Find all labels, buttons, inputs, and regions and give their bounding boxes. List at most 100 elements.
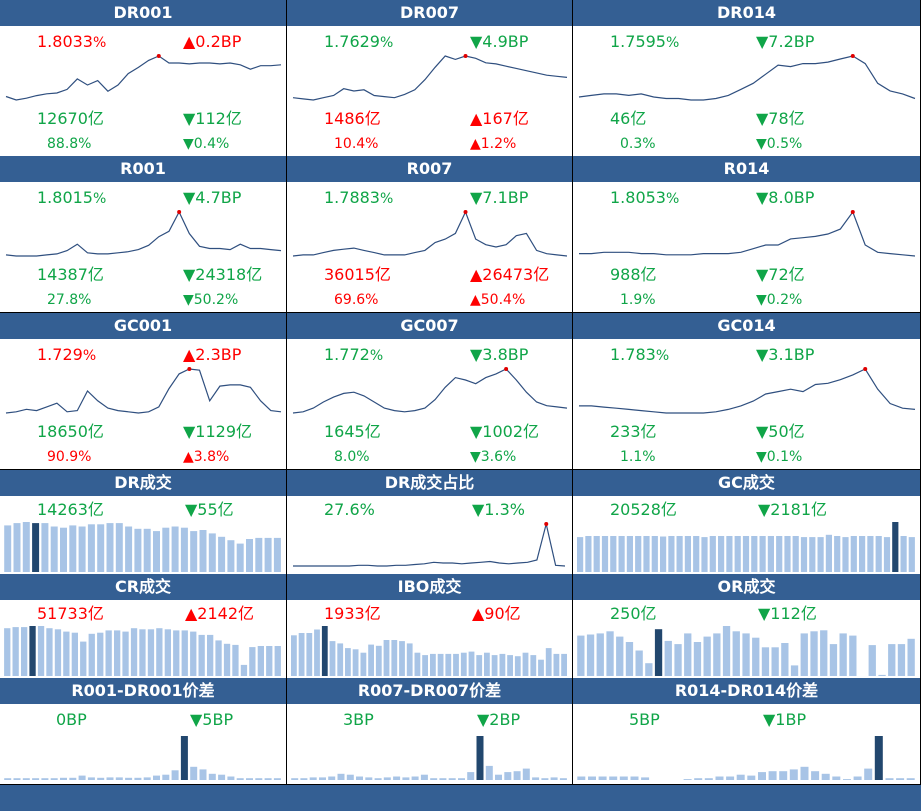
- bar: [514, 656, 521, 676]
- spread-change-value: ▼2BP: [477, 710, 521, 729]
- bar: [139, 629, 146, 676]
- rate-value: 1.8053%: [610, 188, 679, 209]
- bar: [180, 527, 188, 572]
- bar: [105, 630, 112, 676]
- bar: [125, 526, 133, 572]
- bar: [375, 645, 382, 676]
- bar: [22, 778, 30, 780]
- volume-bars: [4, 626, 281, 676]
- bar: [864, 768, 873, 780]
- bar: [618, 536, 625, 572]
- rate-change: ▼8.0BP: [756, 188, 814, 208]
- share-value-value: 88.8%: [47, 136, 92, 152]
- volume-change-value: ▲2142亿: [185, 604, 255, 623]
- bar: [420, 774, 428, 780]
- bar: [832, 776, 841, 780]
- bar: [430, 778, 438, 780]
- bar: [32, 778, 40, 780]
- bar: [291, 635, 297, 676]
- bar: [758, 772, 766, 780]
- bar: [411, 776, 419, 780]
- bar: [476, 736, 484, 780]
- bar: [825, 534, 832, 572]
- bar: [885, 778, 894, 780]
- bar: [619, 776, 628, 780]
- bar: [130, 628, 138, 676]
- share-change: ▲1.2%: [470, 134, 516, 154]
- panel-title: R001: [0, 156, 286, 182]
- panel-title: DR014: [573, 0, 920, 26]
- bar: [800, 537, 808, 572]
- bar: [218, 536, 226, 572]
- bar: [586, 634, 595, 676]
- panel-spread-2: R014-DR014价差 5BP ▼1BP: [573, 678, 921, 785]
- volume-bars: [291, 626, 567, 676]
- bar: [703, 636, 711, 676]
- rate-sparkline: [5, 367, 282, 414]
- bar: [21, 627, 28, 676]
- bar: [63, 631, 70, 676]
- bar: [319, 777, 326, 780]
- bar: [97, 777, 105, 780]
- bar: [709, 536, 716, 572]
- bar: [115, 777, 123, 780]
- share-value: 0.3%: [620, 134, 656, 154]
- bar: [445, 653, 452, 676]
- bar: [346, 774, 354, 780]
- share-change-value: ▼0.5%: [756, 136, 803, 152]
- panel-title: DR001: [0, 0, 286, 26]
- bar: [190, 531, 198, 572]
- bar: [156, 628, 163, 676]
- panel-title: CR成交: [0, 574, 286, 600]
- volume-bars: [577, 522, 915, 572]
- share-value: 1.1%: [620, 447, 656, 467]
- bar: [143, 528, 151, 572]
- rate-value-value: 1.7595: [610, 32, 666, 51]
- bar: [853, 776, 862, 780]
- bar: [635, 650, 643, 676]
- volume-value: 233亿: [610, 422, 657, 442]
- bar: [399, 641, 405, 676]
- bar: [645, 663, 653, 676]
- bar: [779, 771, 788, 780]
- volume-change: ▲2142亿: [185, 604, 254, 624]
- bar: [4, 628, 11, 676]
- spread-change-value: ▼5BP: [190, 710, 234, 729]
- bar: [458, 778, 465, 780]
- series-line: [5, 368, 282, 414]
- rate-value: 1.8033%: [37, 32, 106, 53]
- rate-value-unit: %: [379, 191, 394, 207]
- bar: [732, 631, 740, 676]
- bar: [97, 632, 104, 676]
- bar: [227, 540, 235, 572]
- rate-change-value: ▲0.2BP: [183, 32, 242, 51]
- bar: [513, 771, 521, 780]
- bar: [817, 537, 824, 572]
- bar: [69, 525, 77, 572]
- peak-marker: [177, 210, 182, 214]
- bar: [321, 626, 328, 676]
- bar: [626, 536, 633, 572]
- peak-marker: [187, 367, 192, 371]
- spread-value: 5BP: [629, 710, 660, 730]
- panel-title: R014: [573, 156, 920, 182]
- share-value: 69.6%: [334, 290, 378, 310]
- bar: [171, 770, 179, 780]
- bar: [402, 777, 410, 780]
- volume-change-value: ▼112亿: [758, 604, 817, 623]
- bar: [309, 777, 317, 780]
- volume-value-value: 233亿: [610, 422, 657, 441]
- volume-value: 18650亿: [37, 422, 104, 442]
- peak-marker: [850, 210, 855, 214]
- bar: [227, 776, 235, 780]
- bar: [300, 778, 308, 780]
- bar: [298, 633, 305, 676]
- share-change-value: ▲50.4%: [470, 292, 526, 308]
- bar: [236, 778, 244, 780]
- rate-sparkline: [292, 367, 568, 414]
- bar: [704, 778, 713, 780]
- bar: [337, 773, 345, 780]
- share-change: ▲50.4%: [470, 290, 525, 310]
- rate-value-unit: %: [82, 348, 97, 364]
- bar: [800, 633, 808, 676]
